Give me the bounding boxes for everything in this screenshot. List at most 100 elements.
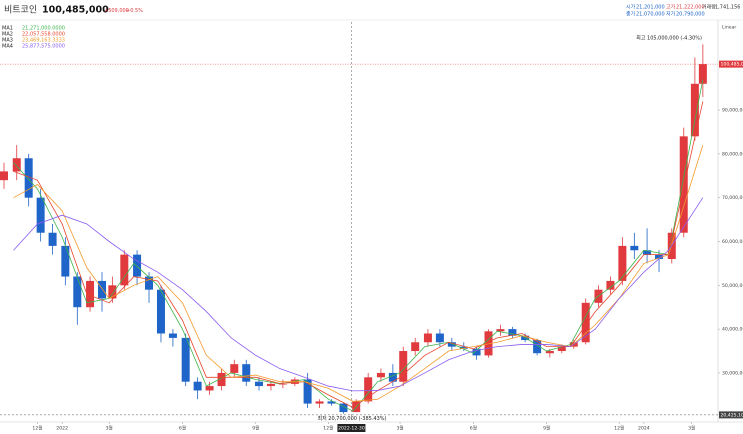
candle-body: [315, 401, 324, 404]
x-tick-label: 9월: [252, 425, 259, 432]
candle-body: [133, 254, 142, 277]
info-label: 거래량: [702, 4, 716, 11]
current-price-label: 100,485,000: [721, 62, 743, 68]
candle-body: [242, 364, 251, 382]
candle-body: [254, 381, 263, 387]
low-annotation: 최저 20,700,000 (-385.43%): [318, 415, 387, 422]
candle-body: [376, 372, 385, 378]
candle-body: [193, 381, 202, 391]
x-tick-label: 12월: [32, 425, 42, 432]
candle-body: [181, 337, 190, 382]
x-tick-label: 9월: [543, 425, 550, 432]
candle-body: [581, 302, 590, 343]
ma-line: [13, 197, 704, 392]
legend-value: 25,877,575.0000: [22, 44, 65, 50]
info-value: 21,201,000: [636, 5, 665, 11]
high-annotation: 최고 105,000,000 (-4.30%): [636, 35, 702, 42]
info-label: 고가: [666, 4, 676, 11]
legend-value: 21,271,000.0000: [22, 26, 65, 32]
candle-body: [108, 285, 117, 299]
y-tick-label: 80,000,000: [722, 151, 743, 157]
price-change-rate: +0.5%: [126, 8, 143, 14]
candle-body: [278, 383, 287, 385]
candle-body: [217, 372, 226, 387]
info-label: 저가: [666, 11, 676, 18]
price: 100,485,000: [42, 5, 109, 16]
candle-body: [205, 386, 214, 391]
candle-body: [303, 379, 312, 404]
x-tick-label: 2022: [56, 426, 68, 432]
candle-body: [655, 254, 664, 260]
y-tick-label: 70,000,000: [722, 195, 743, 201]
candle-body: [643, 250, 652, 255]
x-tick-label: 6월: [179, 425, 186, 432]
candle-body: [266, 383, 275, 387]
candle-body: [120, 254, 129, 286]
candle-body: [12, 158, 21, 172]
candle-body: [618, 245, 627, 281]
candle-body: [545, 351, 554, 354]
legend-value: 22,057,558.0000: [22, 32, 65, 38]
candle-body: [435, 333, 444, 343]
candle-body: [36, 197, 45, 233]
candle-body: [698, 64, 707, 84]
candle-body: [447, 342, 456, 347]
price-change: +509,000: [104, 8, 129, 14]
legend-name: MA2: [2, 32, 13, 38]
scale-toggle[interactable]: Linear: [722, 25, 736, 31]
candle-body: [496, 329, 505, 332]
candle-body: [459, 346, 468, 349]
candle-body: [48, 232, 57, 246]
ma-line: [13, 144, 704, 402]
info-value: 21,222,000: [676, 5, 705, 11]
candle-body: [533, 340, 542, 354]
legend-name: MA1: [2, 26, 13, 32]
crosshair-x-box: [337, 424, 366, 432]
candle-body: [61, 245, 70, 277]
coin-name[interactable]: 비트코인: [4, 5, 37, 16]
legend-name: MA4: [2, 44, 13, 50]
candle-body: [145, 276, 154, 290]
y-tick-label: 30,000,000: [722, 370, 743, 376]
candle-body: [86, 280, 95, 308]
info-value: 20,790,000: [676, 12, 705, 18]
candle-body: [630, 245, 639, 251]
candle-body: [24, 158, 33, 198]
legend-value: 23,469,163.3333: [22, 38, 65, 44]
info-value: 1,741,156: [715, 5, 740, 11]
crosshair-y-box: [719, 411, 743, 419]
candle-body: [168, 333, 177, 338]
candle-body: [690, 83, 699, 137]
ma-line: [13, 79, 704, 412]
info-label: 시가: [626, 4, 636, 11]
y-tick-label: 90,000,000: [722, 108, 743, 114]
x-tick-label: 3월: [688, 425, 695, 432]
legend-name: MA3: [2, 38, 13, 44]
candle-body: [388, 372, 397, 382]
x-tick-label: 3월: [106, 425, 113, 432]
candle-body: [679, 136, 688, 233]
x-tick-label: 12월: [614, 425, 624, 432]
y-tick-label: 60,000,000: [722, 239, 743, 245]
candle-body: [557, 346, 566, 352]
current-price-box: [719, 60, 743, 68]
candle-body: [327, 401, 336, 404]
candle-body: [484, 331, 493, 356]
crosshair-y-label: 20,425,100: [721, 412, 743, 418]
x-tick-label: 3월: [396, 425, 403, 432]
candle-body: [98, 280, 107, 299]
candle-body: [0, 171, 8, 181]
candle-body: [364, 377, 373, 402]
x-tick-label: 12월: [323, 425, 333, 432]
candle-body: [73, 276, 82, 308]
candle-body: [472, 348, 481, 356]
candle-body: [339, 403, 348, 413]
crosshair-x-label: 2022-12-30: [338, 426, 365, 432]
candle-body: [399, 351, 408, 382]
candle-body: [606, 280, 615, 290]
candle-body: [230, 364, 239, 373]
candle-body: [411, 342, 420, 352]
